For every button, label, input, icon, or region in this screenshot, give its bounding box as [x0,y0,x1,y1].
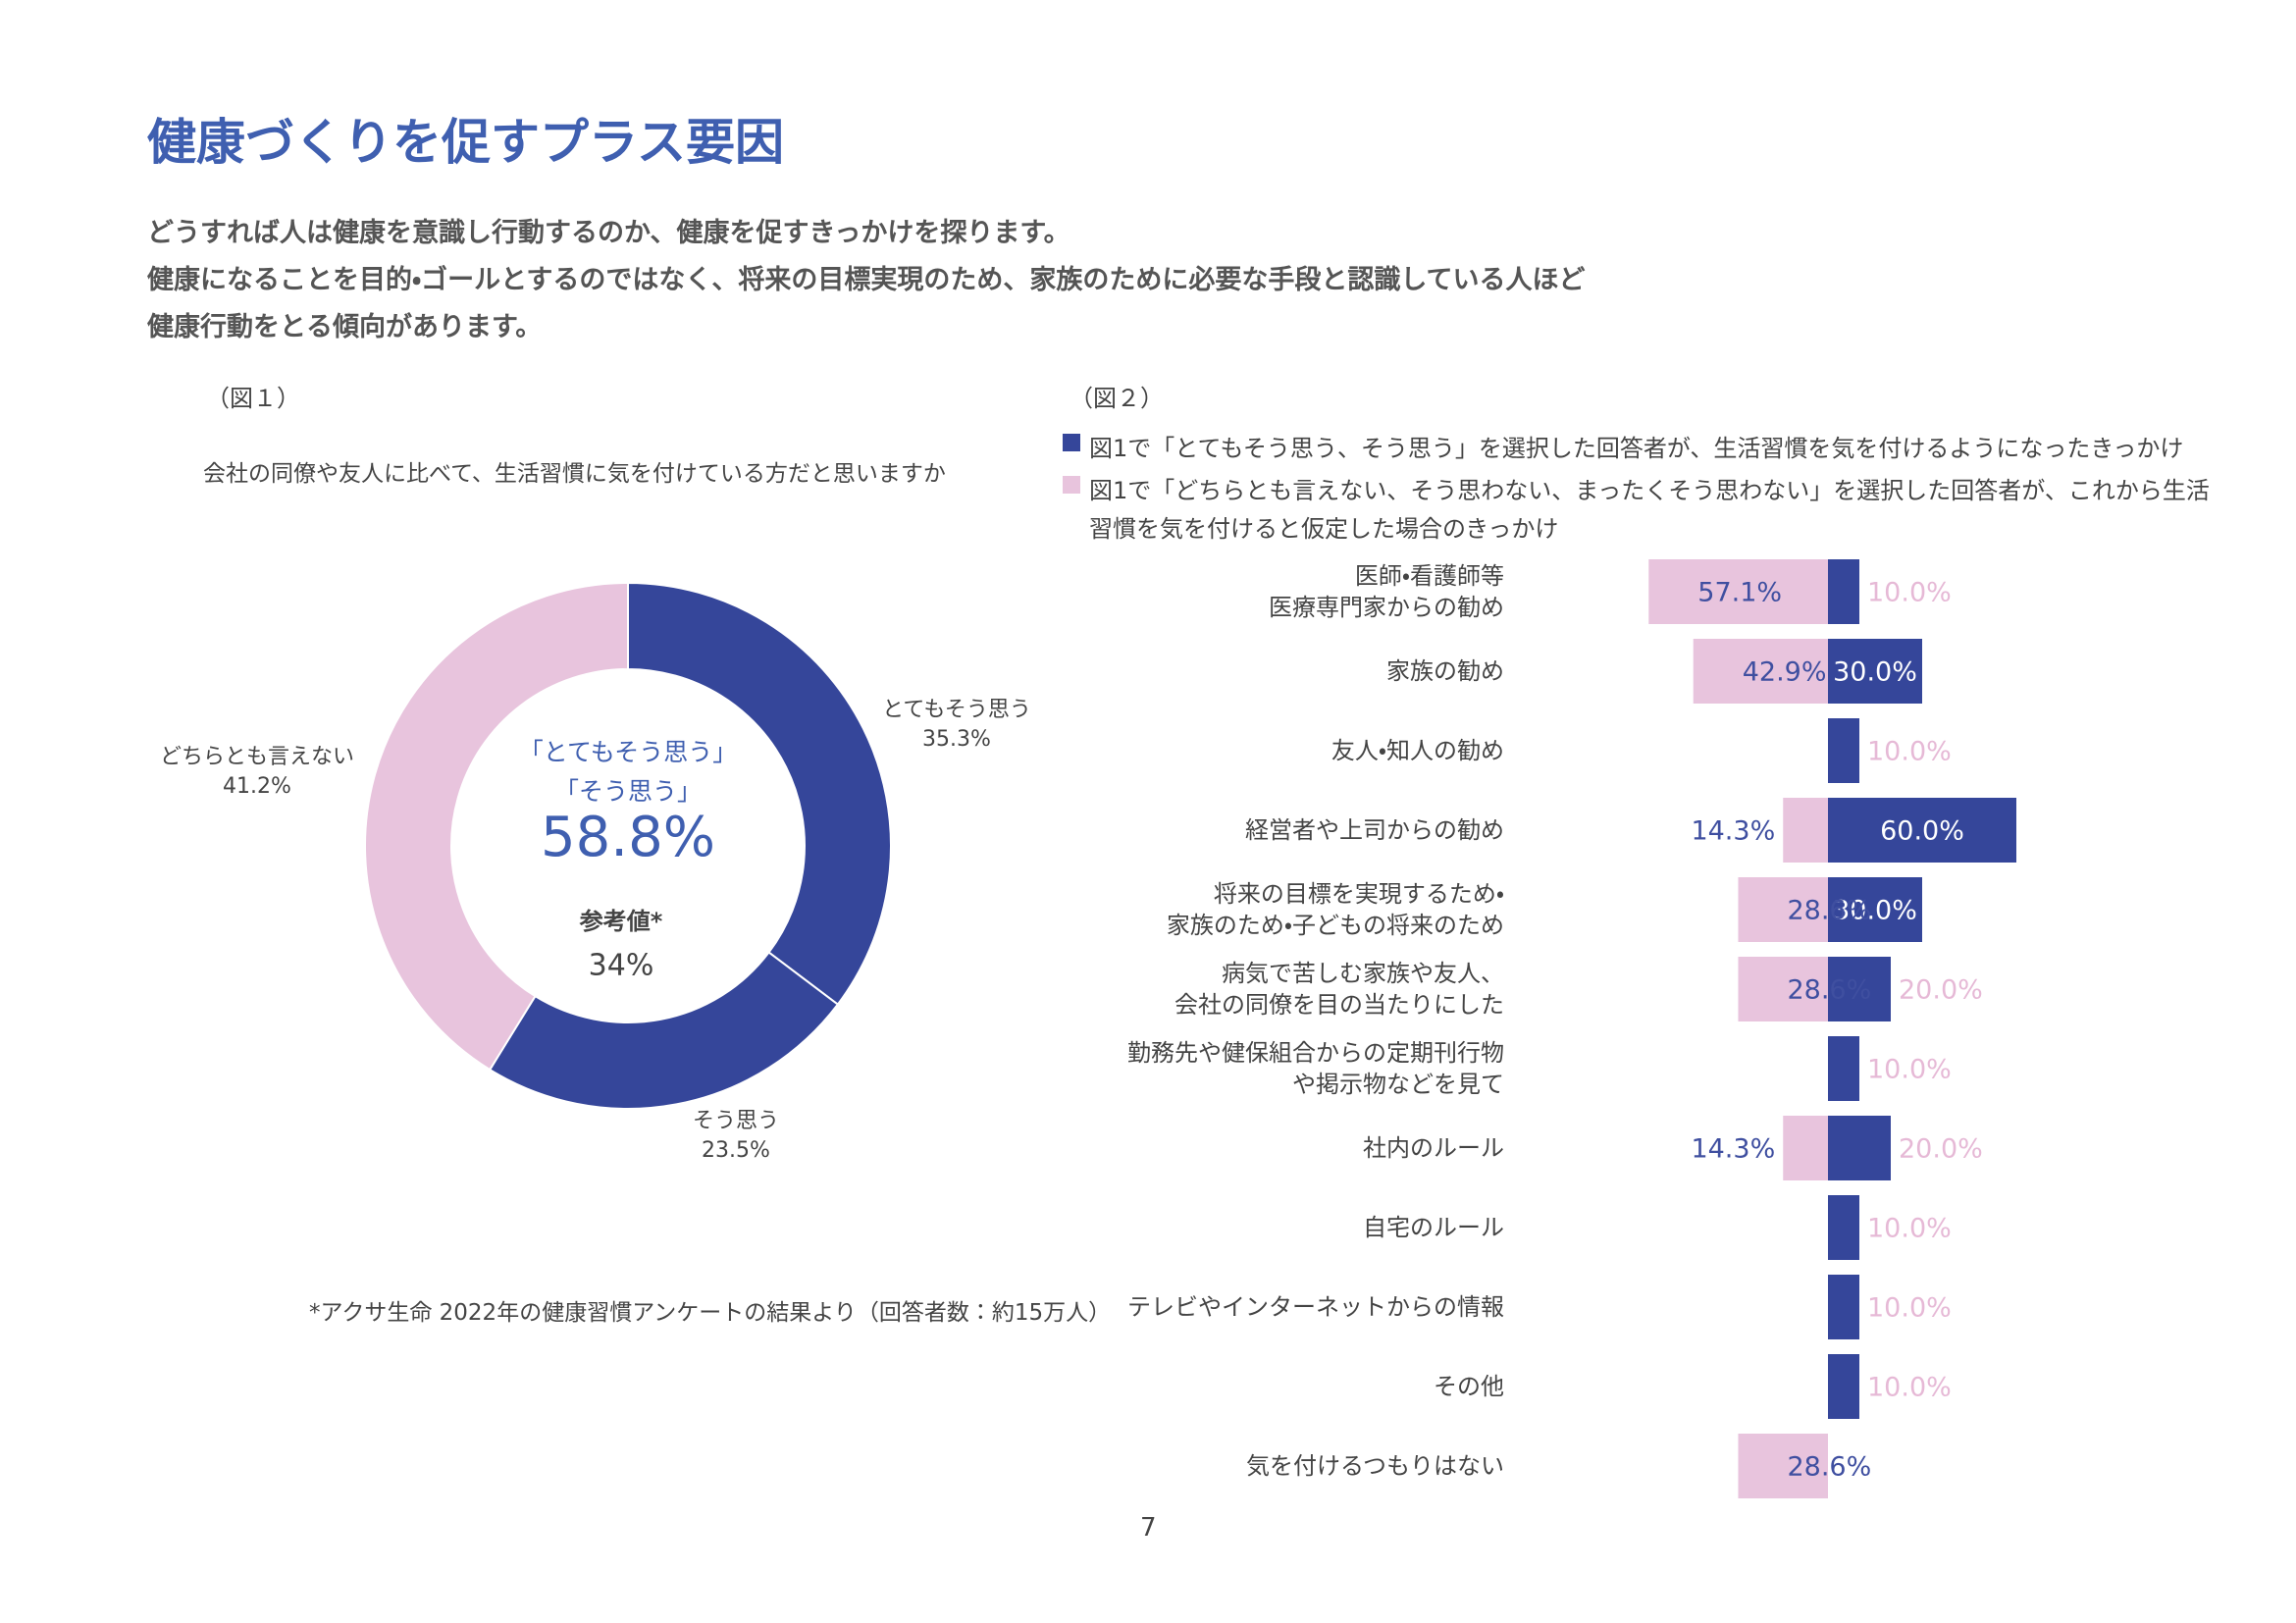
category-label: 経営者や上司からの勧め [1245,816,1504,844]
value-label: 20.0% [1899,1134,1983,1165]
value-label: 10.0% [1867,1293,1952,1324]
value-label: 30.0% [1833,657,1917,688]
category-label: 社内のルール [1363,1134,1504,1162]
slice-value: 35.3% [922,727,991,752]
category-label: 気を付けるつもりはない [1245,1452,1504,1480]
bar [1828,1275,1859,1339]
value-label: 14.3% [1691,1134,1775,1165]
intro: 健康行動をとる傾向があります。 [147,312,543,342]
donut-slice [627,581,892,1006]
bar [1828,957,1891,1021]
legend-text: 図1で「どちらとも言えない、そう思わない、まったくそう思わない」を選択した回答者… [1089,477,2210,543]
slice-label: どちらとも言えない [160,745,354,769]
center-value: 58.8% [541,806,715,869]
value-label: 57.1% [1697,578,1782,608]
bar [1738,957,1828,1021]
slice-value: 41.2% [223,774,291,799]
legend-swatch [1063,434,1080,451]
bar [1828,639,1922,704]
category-label: 病気で苦しむ家族や友人、 会社の同僚を目の当たりにした [1174,960,1504,1019]
value-label: 10.0% [1867,1373,1952,1403]
title: 健康づくりを促すプラス要因 [147,114,784,171]
intro: どうすれば人は健康を意識し行動するのか、健康を促すきっかけを探ります。 [147,218,1070,248]
bar [1783,1116,1828,1180]
value-label: 60.0% [1880,816,1964,847]
value-label: 30.0% [1833,896,1917,926]
category-label: 自宅のルール [1363,1214,1504,1241]
value-label: 28.6% [1787,1452,1871,1483]
value-label: 10.0% [1867,737,1952,767]
slice-value: 23.5% [702,1138,770,1163]
category-label: 将来の目標を実現するため・ 家族のため・子どもの将来のため [1166,880,1504,939]
bar [1738,877,1828,942]
value-label: 28.6% [1787,975,1871,1006]
value-label: 10.0% [1867,1214,1952,1244]
bar [1828,877,1922,942]
figure-label: （図１） [206,385,300,412]
bar [1828,718,1859,783]
category-label: 友人・知人の勧め [1331,737,1504,764]
center-text: 「とてもそう思う」 [519,738,738,766]
reference-label: 参考値* [579,908,663,935]
donut-slice [488,951,840,1110]
bar [1828,1195,1859,1260]
category-label: 勤務先や健保組合からの定期刊行物 や掲示物などを見て [1127,1039,1504,1098]
bar [1648,559,1828,624]
value-label: 14.3% [1691,816,1775,847]
question: 会社の同僚や友人に比べて、生活習慣に気を付けている方だと思いますか [203,461,946,487]
bar [1828,1036,1859,1101]
category-label: テレビやインターネットからの情報 [1127,1293,1504,1321]
bar [1828,798,2016,863]
page-number: 7 [1140,1513,1157,1543]
legend-swatch [1063,476,1080,494]
donut-slice [363,581,629,1072]
slice-label: そう思う [693,1109,779,1133]
value-label: 28.6% [1787,896,1871,926]
legend-text: 図1で「とてもそう思う、そう思う」を選択した回答者が、生活習慣を気を付けるように… [1089,435,2184,462]
bar [1783,798,1828,863]
bar [1738,1434,1828,1498]
reference-value: 34% [589,949,654,983]
category-label: 医師・看護師等 医療専門家からの勧め [1269,562,1504,621]
intro: 健康になることを目的・ゴールとするのではなく、将来の目標実現のため、家族のために… [147,265,1586,295]
bar [1828,559,1859,624]
value-label: 42.9% [1743,657,1827,688]
bar [1828,1354,1859,1419]
figure-label: （図２） [1070,385,1164,412]
bar [1828,1116,1891,1180]
footnote: *アクサ生命 2022年の健康習慣アンケートの結果より（回答者数：約15万人） [309,1300,1112,1326]
category-label: 家族の勧め [1386,657,1504,685]
value-label: 10.0% [1867,578,1952,608]
bar [1693,639,1828,704]
value-label: 10.0% [1867,1055,1952,1085]
category-label: その他 [1434,1373,1504,1400]
value-label: 20.0% [1899,975,1983,1006]
center-text: 「そう思う」 [554,777,702,806]
slice-label: とてもそう思う [882,698,1031,722]
